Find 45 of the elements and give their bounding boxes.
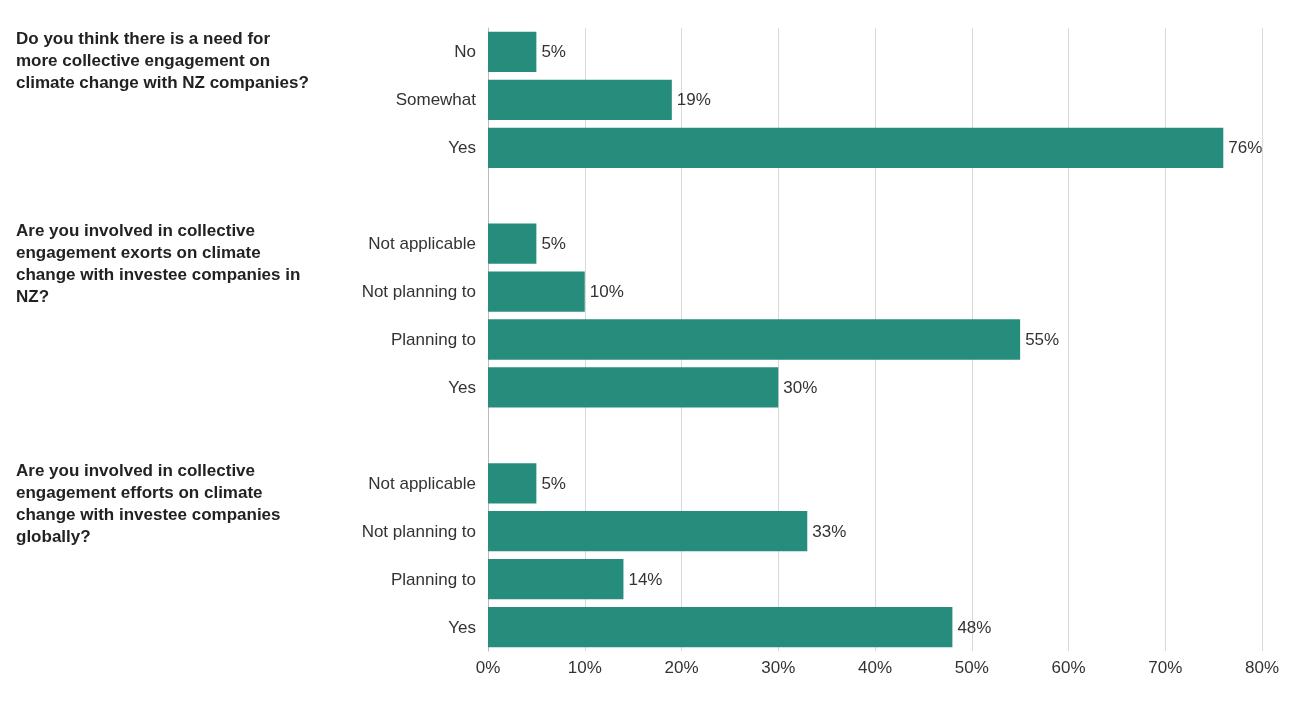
x-tick-label: 30%	[761, 658, 796, 677]
data-label: 5%	[541, 234, 566, 254]
bar	[488, 511, 808, 552]
data-label: 5%	[541, 473, 566, 493]
x-tick-label: 40%	[857, 658, 893, 677]
bar	[488, 223, 537, 264]
data-label: 30%	[783, 377, 818, 397]
bar	[488, 558, 624, 600]
x-tick-label: 10%	[567, 658, 602, 677]
x-tick-label: 0%	[475, 658, 501, 677]
x-tick-label: 50%	[954, 658, 989, 677]
y-tick-label: Yes	[448, 377, 476, 397]
y-tick-label: Not planning to	[361, 521, 476, 541]
x-tick-label: 20%	[664, 658, 699, 677]
data-label: 76%	[1228, 138, 1263, 158]
data-label: 33%	[812, 521, 847, 541]
bar	[488, 31, 537, 73]
y-tick-label: No	[454, 42, 476, 62]
bar	[488, 463, 537, 504]
bar	[488, 367, 779, 408]
x-tick-label: 70%	[1148, 658, 1183, 677]
y-tick-label: Yes	[448, 138, 476, 158]
bar	[488, 606, 953, 648]
bar	[488, 271, 585, 312]
text: Are you involved in collective engagement exorts on climate change with investee companies in NZ?	[16, 221, 306, 307]
data-label: 55%	[1025, 330, 1060, 349]
data-label: 14%	[628, 569, 663, 589]
bar	[488, 127, 1224, 168]
text: Do you think there is a need for more collective engagement on climate change with NZ companies?	[16, 29, 309, 93]
x-tick-label: 80%	[1244, 658, 1280, 677]
y-tick-label: Not applicable	[368, 473, 476, 493]
text: Are you involved in collective engagement efforts on climate change with investee companies globally?	[16, 460, 286, 546]
y-tick-label: Somewhat	[395, 90, 477, 110]
data-label: 10%	[589, 282, 624, 302]
y-tick-label: Not applicable	[368, 234, 476, 254]
y-tick-label: Not planning to	[361, 282, 476, 302]
bar	[488, 79, 672, 121]
data-label: 19%	[676, 90, 711, 110]
bar	[488, 319, 1021, 360]
y-tick-label: Planning to	[390, 330, 476, 349]
data-label: 5%	[541, 42, 566, 62]
y-tick-label: Yes	[448, 617, 476, 637]
x-tick-label: 60%	[1051, 658, 1086, 677]
data-label: 48%	[957, 617, 992, 637]
y-tick-label: Planning to	[390, 569, 476, 589]
